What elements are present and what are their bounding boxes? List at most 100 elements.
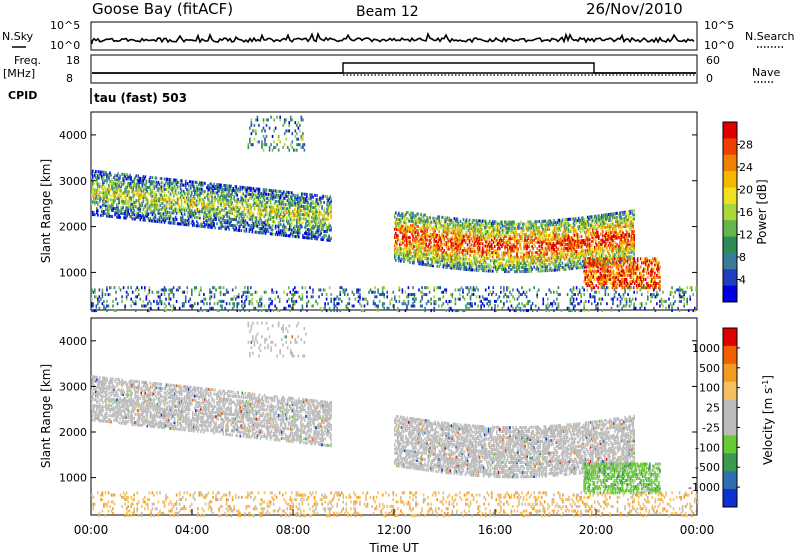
echo-cell xyxy=(174,186,177,190)
echo-cell xyxy=(120,199,122,203)
echo-cell xyxy=(189,198,192,202)
echo-cell xyxy=(310,236,312,240)
echo-cell xyxy=(456,231,459,235)
echo-cell xyxy=(121,193,123,197)
echo-cell xyxy=(311,193,313,197)
echo-cell xyxy=(508,224,510,228)
echo-cell xyxy=(528,251,530,255)
echo-cell xyxy=(262,190,265,194)
echo-cell xyxy=(548,225,551,229)
echo-cell xyxy=(400,249,402,253)
echo-cell xyxy=(165,208,168,212)
echo-cell xyxy=(543,252,546,256)
echo-cell xyxy=(413,224,415,228)
echo-cell xyxy=(475,227,478,231)
echo-cell xyxy=(186,208,189,212)
echo-cell xyxy=(497,222,499,226)
echo-cell xyxy=(441,257,444,261)
echo-cell xyxy=(461,244,464,248)
echo-cell xyxy=(141,214,144,218)
echo-cell xyxy=(485,254,488,258)
echo-cell xyxy=(314,220,316,224)
echo-cell xyxy=(524,237,526,241)
echo-cell xyxy=(495,265,497,269)
echo-cell xyxy=(484,230,487,234)
echo-cell xyxy=(300,202,302,206)
echo-cell xyxy=(409,229,411,233)
echo-cell xyxy=(529,220,531,224)
echo-cell xyxy=(424,219,426,223)
echo-cell xyxy=(316,218,318,222)
echo-cell xyxy=(525,222,527,226)
echo-cell xyxy=(150,182,153,186)
echo-cell xyxy=(125,173,127,177)
echo-cell xyxy=(410,246,412,250)
date-title: 26/Nov/2010 xyxy=(586,0,683,18)
echo-cell xyxy=(495,222,497,226)
echo-cell xyxy=(223,214,225,218)
echo-cell xyxy=(406,233,408,237)
echo-cell xyxy=(409,213,411,217)
echo-cell xyxy=(137,184,140,188)
echo-cell xyxy=(522,255,524,259)
echo-cell xyxy=(113,194,115,198)
echo-cell xyxy=(307,228,309,232)
echo-cell xyxy=(198,210,200,214)
echo-cell xyxy=(474,256,477,260)
echo-cell xyxy=(457,221,460,225)
echo-cell xyxy=(122,207,124,211)
echo-cell xyxy=(136,178,139,182)
echo-cell xyxy=(120,211,122,215)
echo-cell xyxy=(531,251,533,255)
echo-cell xyxy=(154,203,157,207)
echo-cell xyxy=(251,220,254,224)
echo-cell xyxy=(243,206,246,210)
echo-cell xyxy=(453,231,456,235)
echo-cell xyxy=(111,204,113,208)
echo-cell xyxy=(241,220,244,224)
echo-cell xyxy=(394,252,396,256)
echo-cell xyxy=(567,224,570,228)
echo-cell xyxy=(583,240,586,244)
echo-cell xyxy=(223,208,225,212)
echo-cell xyxy=(509,220,511,224)
echo-cell xyxy=(519,243,521,247)
echo-cell xyxy=(406,250,408,254)
echo-cell xyxy=(198,207,200,211)
echo-cell xyxy=(450,241,453,245)
echo-cell xyxy=(558,226,561,230)
echo-cell xyxy=(211,197,213,201)
echo-cell xyxy=(492,259,495,263)
echo-cell xyxy=(122,177,124,181)
echo-cell xyxy=(520,265,522,269)
echo-cell xyxy=(294,208,296,212)
echo-cell xyxy=(503,263,505,267)
echo-cell xyxy=(509,239,511,243)
echo-cell xyxy=(400,241,402,245)
echo-cell xyxy=(510,222,512,226)
echo-cell xyxy=(462,236,465,240)
echo-cell xyxy=(276,206,279,210)
echo-cell xyxy=(294,199,296,203)
echo-cell xyxy=(472,227,475,231)
echo-cell xyxy=(524,265,526,269)
echo-cell xyxy=(413,259,415,263)
echo-cell xyxy=(598,253,600,257)
echo-cell xyxy=(469,253,472,257)
echo-cell xyxy=(296,224,298,228)
echo-cell xyxy=(118,176,120,180)
echo-cell xyxy=(585,242,588,246)
echo-cell xyxy=(579,220,582,224)
echo-cell xyxy=(587,221,590,225)
echo-cell xyxy=(105,212,107,216)
echo-cell xyxy=(315,210,317,214)
echo-cell xyxy=(473,237,476,241)
echo-cell xyxy=(131,206,133,210)
echo-cell xyxy=(316,224,318,228)
echo-cell xyxy=(530,226,532,230)
echo-cell xyxy=(484,265,487,269)
echo-cell xyxy=(277,226,280,230)
echo-cell xyxy=(488,263,491,267)
echo-cell xyxy=(510,259,512,263)
echo-cell xyxy=(261,204,264,208)
